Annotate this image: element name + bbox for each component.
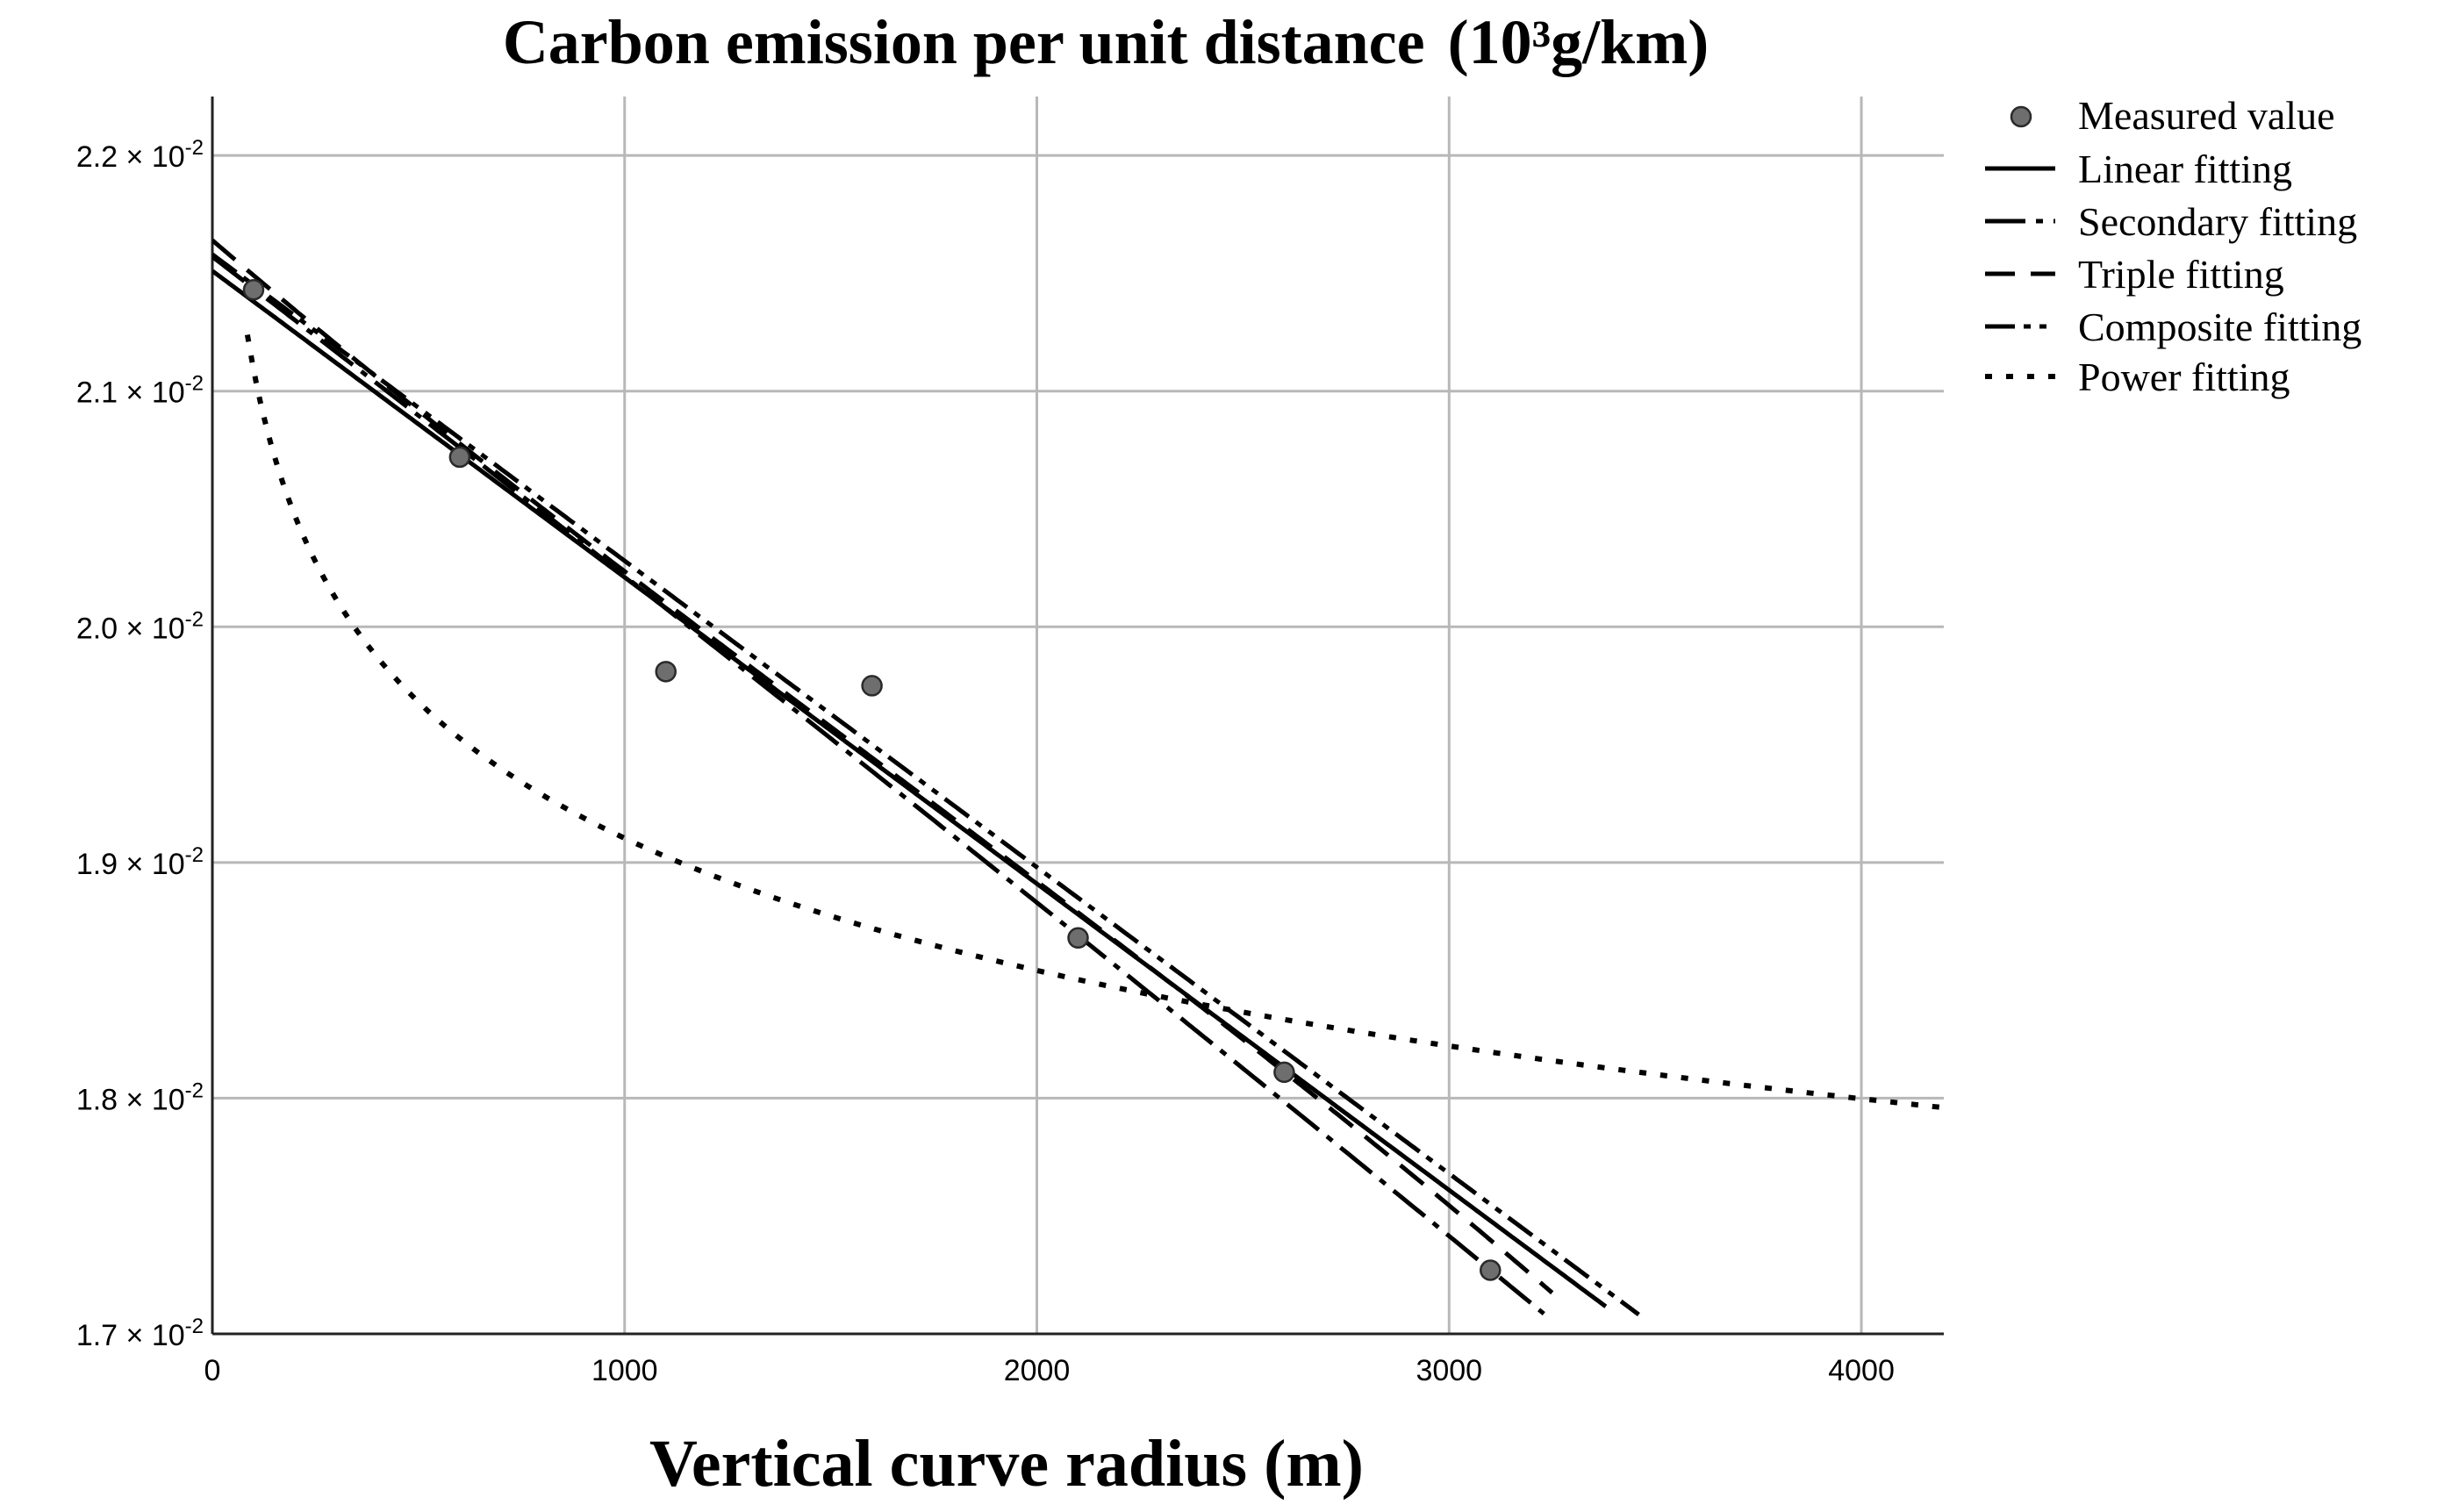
legend-label: Secondary fitting [2078,199,2357,244]
series-line-composite-fitting [212,252,1640,1317]
chart-title: Carbon emission per unit distance (10³g/k… [503,7,1709,77]
series-layer [212,238,1944,1317]
measured-point [861,675,883,697]
legend-label: Linear fitting [2078,147,2292,191]
y-tick-label: 2.0 × 10-2 [76,607,204,645]
x-axis-ticks: 0 1000 2000 3000 4000 [204,1354,1895,1387]
measured-point [1067,927,1089,949]
legend-label: Triple fitting [2078,252,2284,297]
legend: Measured value Linear fitting Secondary fi… [1985,93,2362,399]
legend-marker-measured [2010,105,2032,128]
series-line-triple-fitting [212,238,1554,1295]
x-tick-label: 3000 [1416,1354,1482,1387]
grid [212,97,1944,1334]
x-tick-label: 2000 [1004,1354,1071,1387]
y-tick-label: 2.1 × 10-2 [76,372,204,410]
measured-point [1273,1061,1295,1084]
y-tick-label: 1.9 × 10-2 [76,843,204,881]
measured-point [655,661,677,683]
x-axis-label: Vertical curve radius (m) [649,1427,1364,1501]
x-tick-label: 0 [204,1354,221,1387]
measured-points [242,278,1502,1281]
series-line-linear-fitting [212,269,1608,1308]
y-tick-label: 1.8 × 10-2 [76,1078,204,1116]
measured-point [448,446,471,469]
legend-label: Power fitting [2078,355,2290,399]
measured-point [242,278,265,301]
y-axis-ticks: 1.7 × 10-2 1.8 × 10-2 1.9 × 10-2 2.0 × 10-2… [76,136,204,1352]
x-tick-label: 4000 [1828,1354,1895,1387]
y-tick-label: 2.2 × 10-2 [76,136,204,174]
measured-point [1480,1259,1502,1281]
series-line-secondary-fitting [212,254,1545,1316]
legend-label: Measured value [2078,93,2335,138]
y-tick-label: 1.7 × 10-2 [76,1315,204,1352]
series-line-power-fitting [244,333,1944,1111]
legend-label: Composite fitting [2078,305,2362,349]
x-tick-label: 1000 [591,1354,658,1387]
